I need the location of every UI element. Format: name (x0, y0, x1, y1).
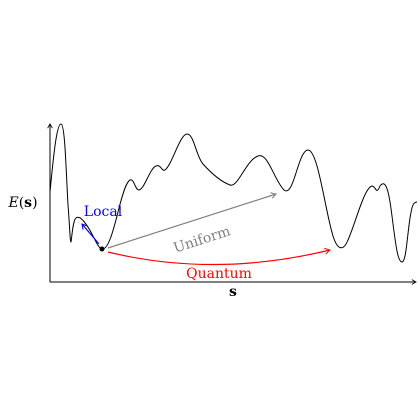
quantum-arrow (108, 250, 330, 265)
x-axis-label: s (229, 284, 237, 300)
uniform-label: Uniform (172, 223, 233, 256)
y-axis-label-close-paren: ) (32, 195, 37, 211)
y-axis-label-argument: s (24, 195, 32, 211)
local-label: Local (84, 204, 123, 220)
quantum-label: Quantum (186, 266, 252, 282)
start-point (100, 247, 105, 252)
y-axis-label: E(s) (7, 195, 37, 211)
energy-curve (50, 124, 417, 262)
y-axis-label-symbol: E (7, 195, 18, 211)
local-arrow (82, 224, 99, 244)
